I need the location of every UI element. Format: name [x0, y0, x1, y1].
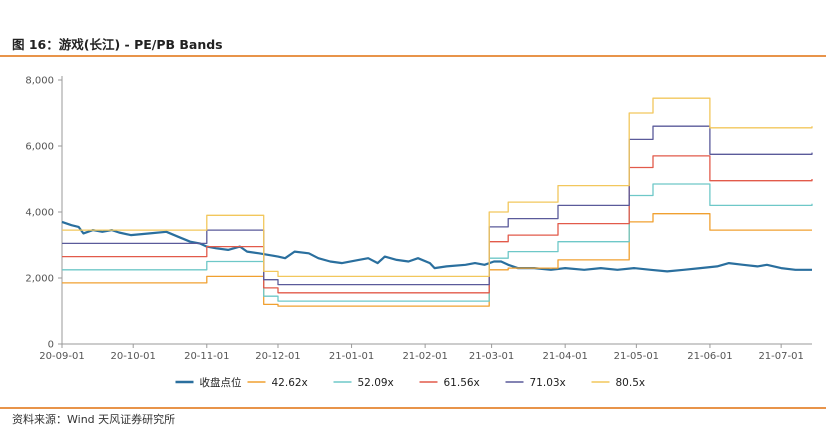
- series-line-5: [62, 97, 813, 278]
- legend-label-1: 42.62x: [272, 377, 308, 389]
- source-note: 资料来源：Wind 天风证券研究所: [12, 413, 176, 426]
- chart-legend: 收盘点位 42.62x 52.09x 61.56x 71.03x 80.5x: [175, 376, 646, 389]
- series-line-3: [62, 155, 813, 294]
- x-tick-label: 21-01-01: [329, 351, 374, 362]
- x-tick-label: 20-09-01: [39, 351, 84, 362]
- x-tick-label: 20-12-01: [255, 351, 300, 362]
- legend-label-3: 61.56x: [444, 377, 480, 389]
- legend-label-4: 71.03x: [530, 377, 566, 389]
- x-tick-label: 21-03-01: [469, 351, 514, 362]
- chart-axes: 0 2,000 4,000 6,000 8,000 20-09-01 20-10-01 20-…: [25, 76, 812, 362]
- legend-label-5: 80.5x: [616, 377, 646, 389]
- y-tick-label: 0: [48, 340, 54, 351]
- y-tick-label: 6,000: [25, 142, 54, 153]
- x-tick-label: 21-02-01: [402, 351, 447, 362]
- title-divider: [0, 55, 826, 57]
- x-tick-label: 21-06-01: [687, 351, 732, 362]
- y-tick-label: 4,000: [25, 208, 54, 219]
- x-tick-label: 20-10-01: [111, 351, 156, 362]
- y-tick-label: 8,000: [25, 76, 54, 87]
- series-line-4: [62, 125, 813, 286]
- x-tick-label: 21-07-01: [758, 351, 803, 362]
- y-tick-label: 2,000: [25, 274, 54, 285]
- legend-label-0: 收盘点位: [200, 376, 242, 389]
- x-tick-label: 21-04-01: [542, 351, 587, 362]
- legend-label-2: 52.09x: [358, 377, 394, 389]
- x-tick-label: 20-11-01: [184, 351, 229, 362]
- x-tick-label: 21-05-01: [614, 351, 659, 362]
- chart-series: [61, 97, 813, 307]
- series-line-0: [61, 220, 812, 273]
- pe-pb-bands-chart: 0 2,000 4,000 6,000 8,000 20-09-01 20-10-01 20-…: [25, 76, 813, 389]
- figure-title: 图 16：游戏(长江) - PE/PB Bands: [12, 37, 223, 52]
- footer-divider: [0, 407, 826, 409]
